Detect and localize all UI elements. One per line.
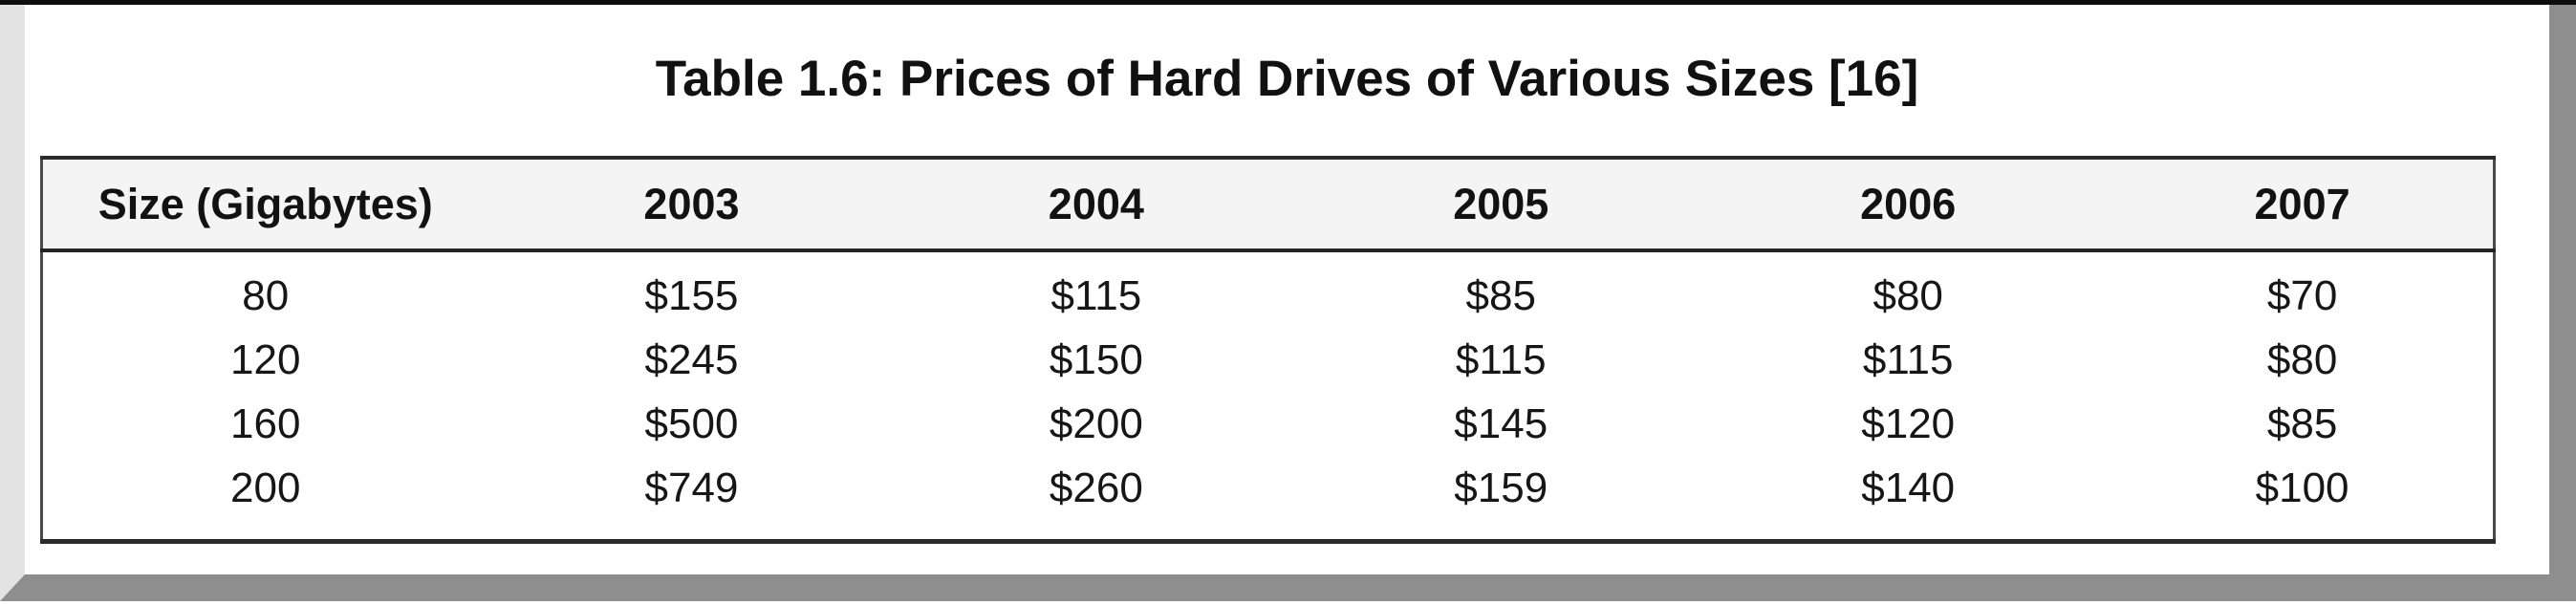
table-cell-price: $115 — [1455, 335, 1547, 383]
table-caption: Table 1.6: Prices of Hard Drives of Vari… — [655, 51, 1919, 107]
table-row: 200 $749 $260 $159 $140 $100 — [42, 456, 2495, 542]
table-header-row: Size (Gigabytes) 2003 2004 2005 2006 200… — [41, 158, 2495, 252]
table-cell-price: $145 — [1454, 400, 1548, 447]
table-cell-price: $140 — [1861, 464, 1956, 511]
column-header-2005: 2005 — [1297, 158, 1705, 252]
column-header-2003: 2003 — [487, 158, 896, 252]
hard-drive-prices-table: Size (Gigabytes) 2003 2004 2005 2006 200… — [40, 156, 2496, 544]
table-cell-price: $150 — [1049, 335, 1143, 383]
table-cell-price: $159 — [1454, 464, 1548, 511]
table-cell-price: $80 — [2266, 335, 2338, 383]
table-cell-price: $80 — [1872, 271, 1943, 319]
table-cell-price: $70 — [2266, 271, 2338, 319]
table-cell-price: $115 — [1862, 335, 1954, 383]
table-cell-price: $85 — [1465, 271, 1536, 319]
table-cell-size: 80 — [242, 271, 290, 319]
table-row: 80 $155 $115 $85 $80 $70 — [42, 250, 2495, 328]
column-header-2004: 2004 — [895, 158, 1298, 252]
table-cell-price: $120 — [1861, 400, 1956, 447]
column-header-2007: 2007 — [2111, 158, 2495, 252]
table-cell-size: 200 — [230, 464, 301, 511]
table-cell-size: 120 — [230, 335, 301, 383]
table-cell-price: $200 — [1049, 400, 1143, 447]
table-row: 120 $245 $150 $115 $115 $80 — [42, 328, 2495, 392]
table-cell-size: 160 — [230, 400, 301, 447]
table-row: 160 $500 $200 $145 $120 $85 — [42, 392, 2495, 456]
table-cell-price: $749 — [644, 464, 739, 511]
table-cell-price: $155 — [644, 271, 739, 319]
table-cell-price: $260 — [1049, 464, 1143, 511]
table-cell-price: $115 — [1050, 271, 1142, 319]
table-cell-price: $500 — [644, 400, 739, 447]
table-cell-price: $85 — [2266, 400, 2338, 447]
table-cell-price: $245 — [644, 335, 739, 383]
column-header-2006: 2006 — [1704, 158, 2112, 252]
content-frame: Table 1.6: Prices of Hard Drives of Vari… — [0, 5, 2576, 601]
table-cell-price: $100 — [2255, 464, 2349, 511]
column-header-size: Size (Gigabytes) — [41, 158, 488, 252]
